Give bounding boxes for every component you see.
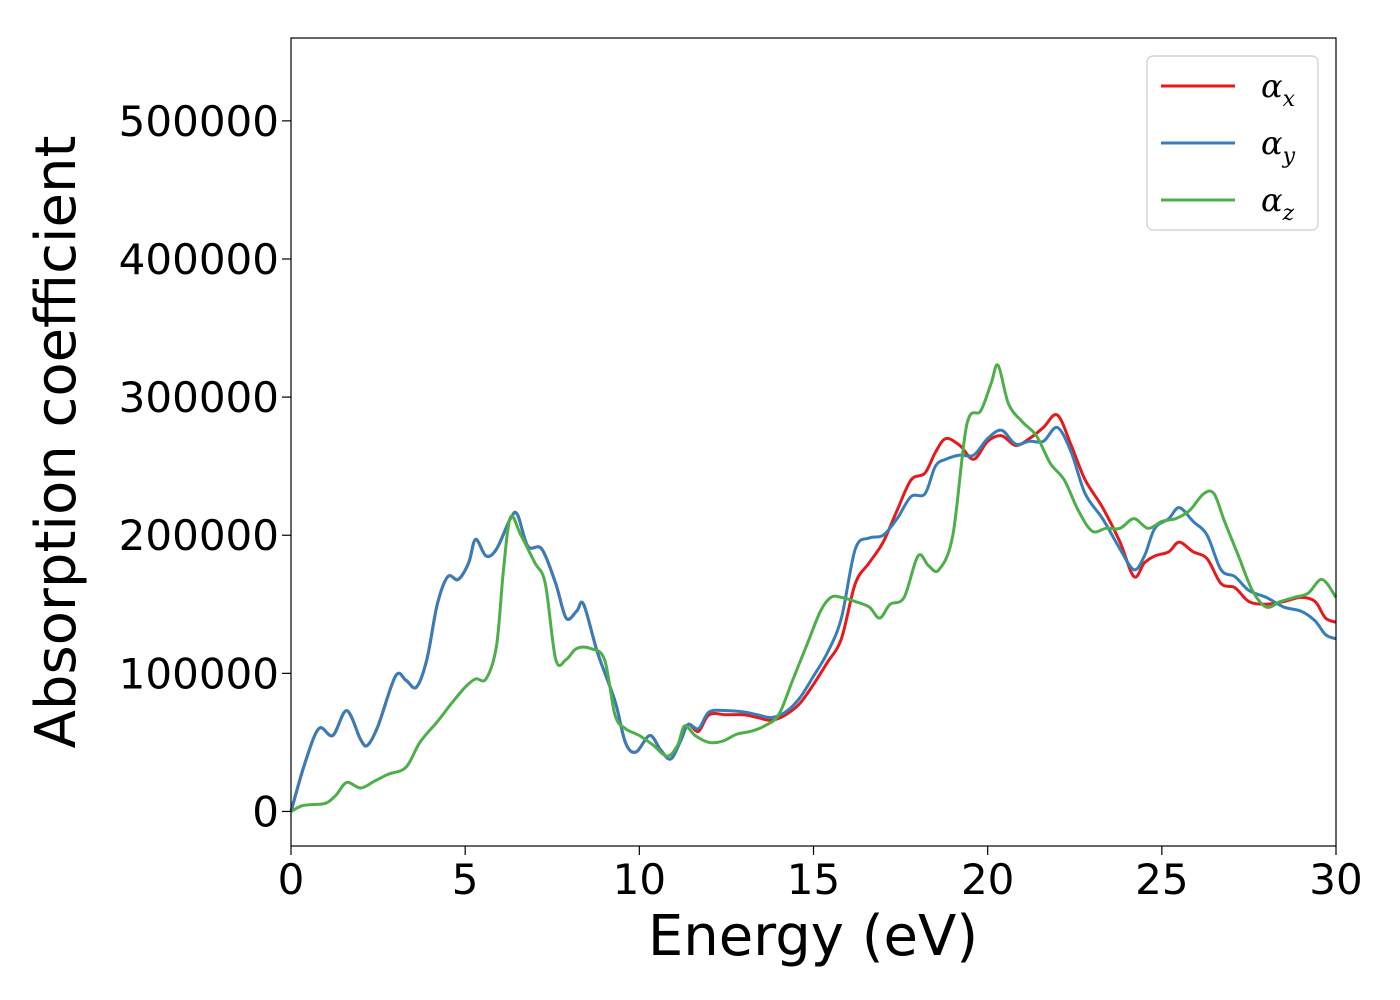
y-tick-label: 300000 xyxy=(119,373,279,422)
y-tick-label: 200000 xyxy=(119,511,279,560)
series-line-z xyxy=(290,363,1338,813)
x-tick-label: 25 xyxy=(1135,855,1188,904)
x-tick-label: 30 xyxy=(1309,855,1362,904)
y-axis-label: Absorption coefficient xyxy=(24,136,89,749)
y-tick-label: 400000 xyxy=(119,235,279,284)
x-axis-ticks: 0 5 10 15 20 25 30 xyxy=(278,846,1363,904)
x-tick-label: 20 xyxy=(961,855,1014,904)
y-tick-label: 500000 xyxy=(119,97,279,146)
series-layer xyxy=(289,363,1338,813)
x-tick-label: 0 xyxy=(278,855,305,904)
series-line-y xyxy=(289,425,1337,812)
x-tick-label: 10 xyxy=(613,855,666,904)
y-axis-ticks: 0 100000 200000 300000 400000 500000 xyxy=(119,97,291,836)
x-tick-label: 15 xyxy=(787,855,840,904)
y-tick-label: 0 xyxy=(252,787,279,836)
x-tick-label: 5 xyxy=(452,855,479,904)
y-tick-label: 100000 xyxy=(119,649,279,698)
x-axis-label: Energy (eV) xyxy=(648,904,978,969)
